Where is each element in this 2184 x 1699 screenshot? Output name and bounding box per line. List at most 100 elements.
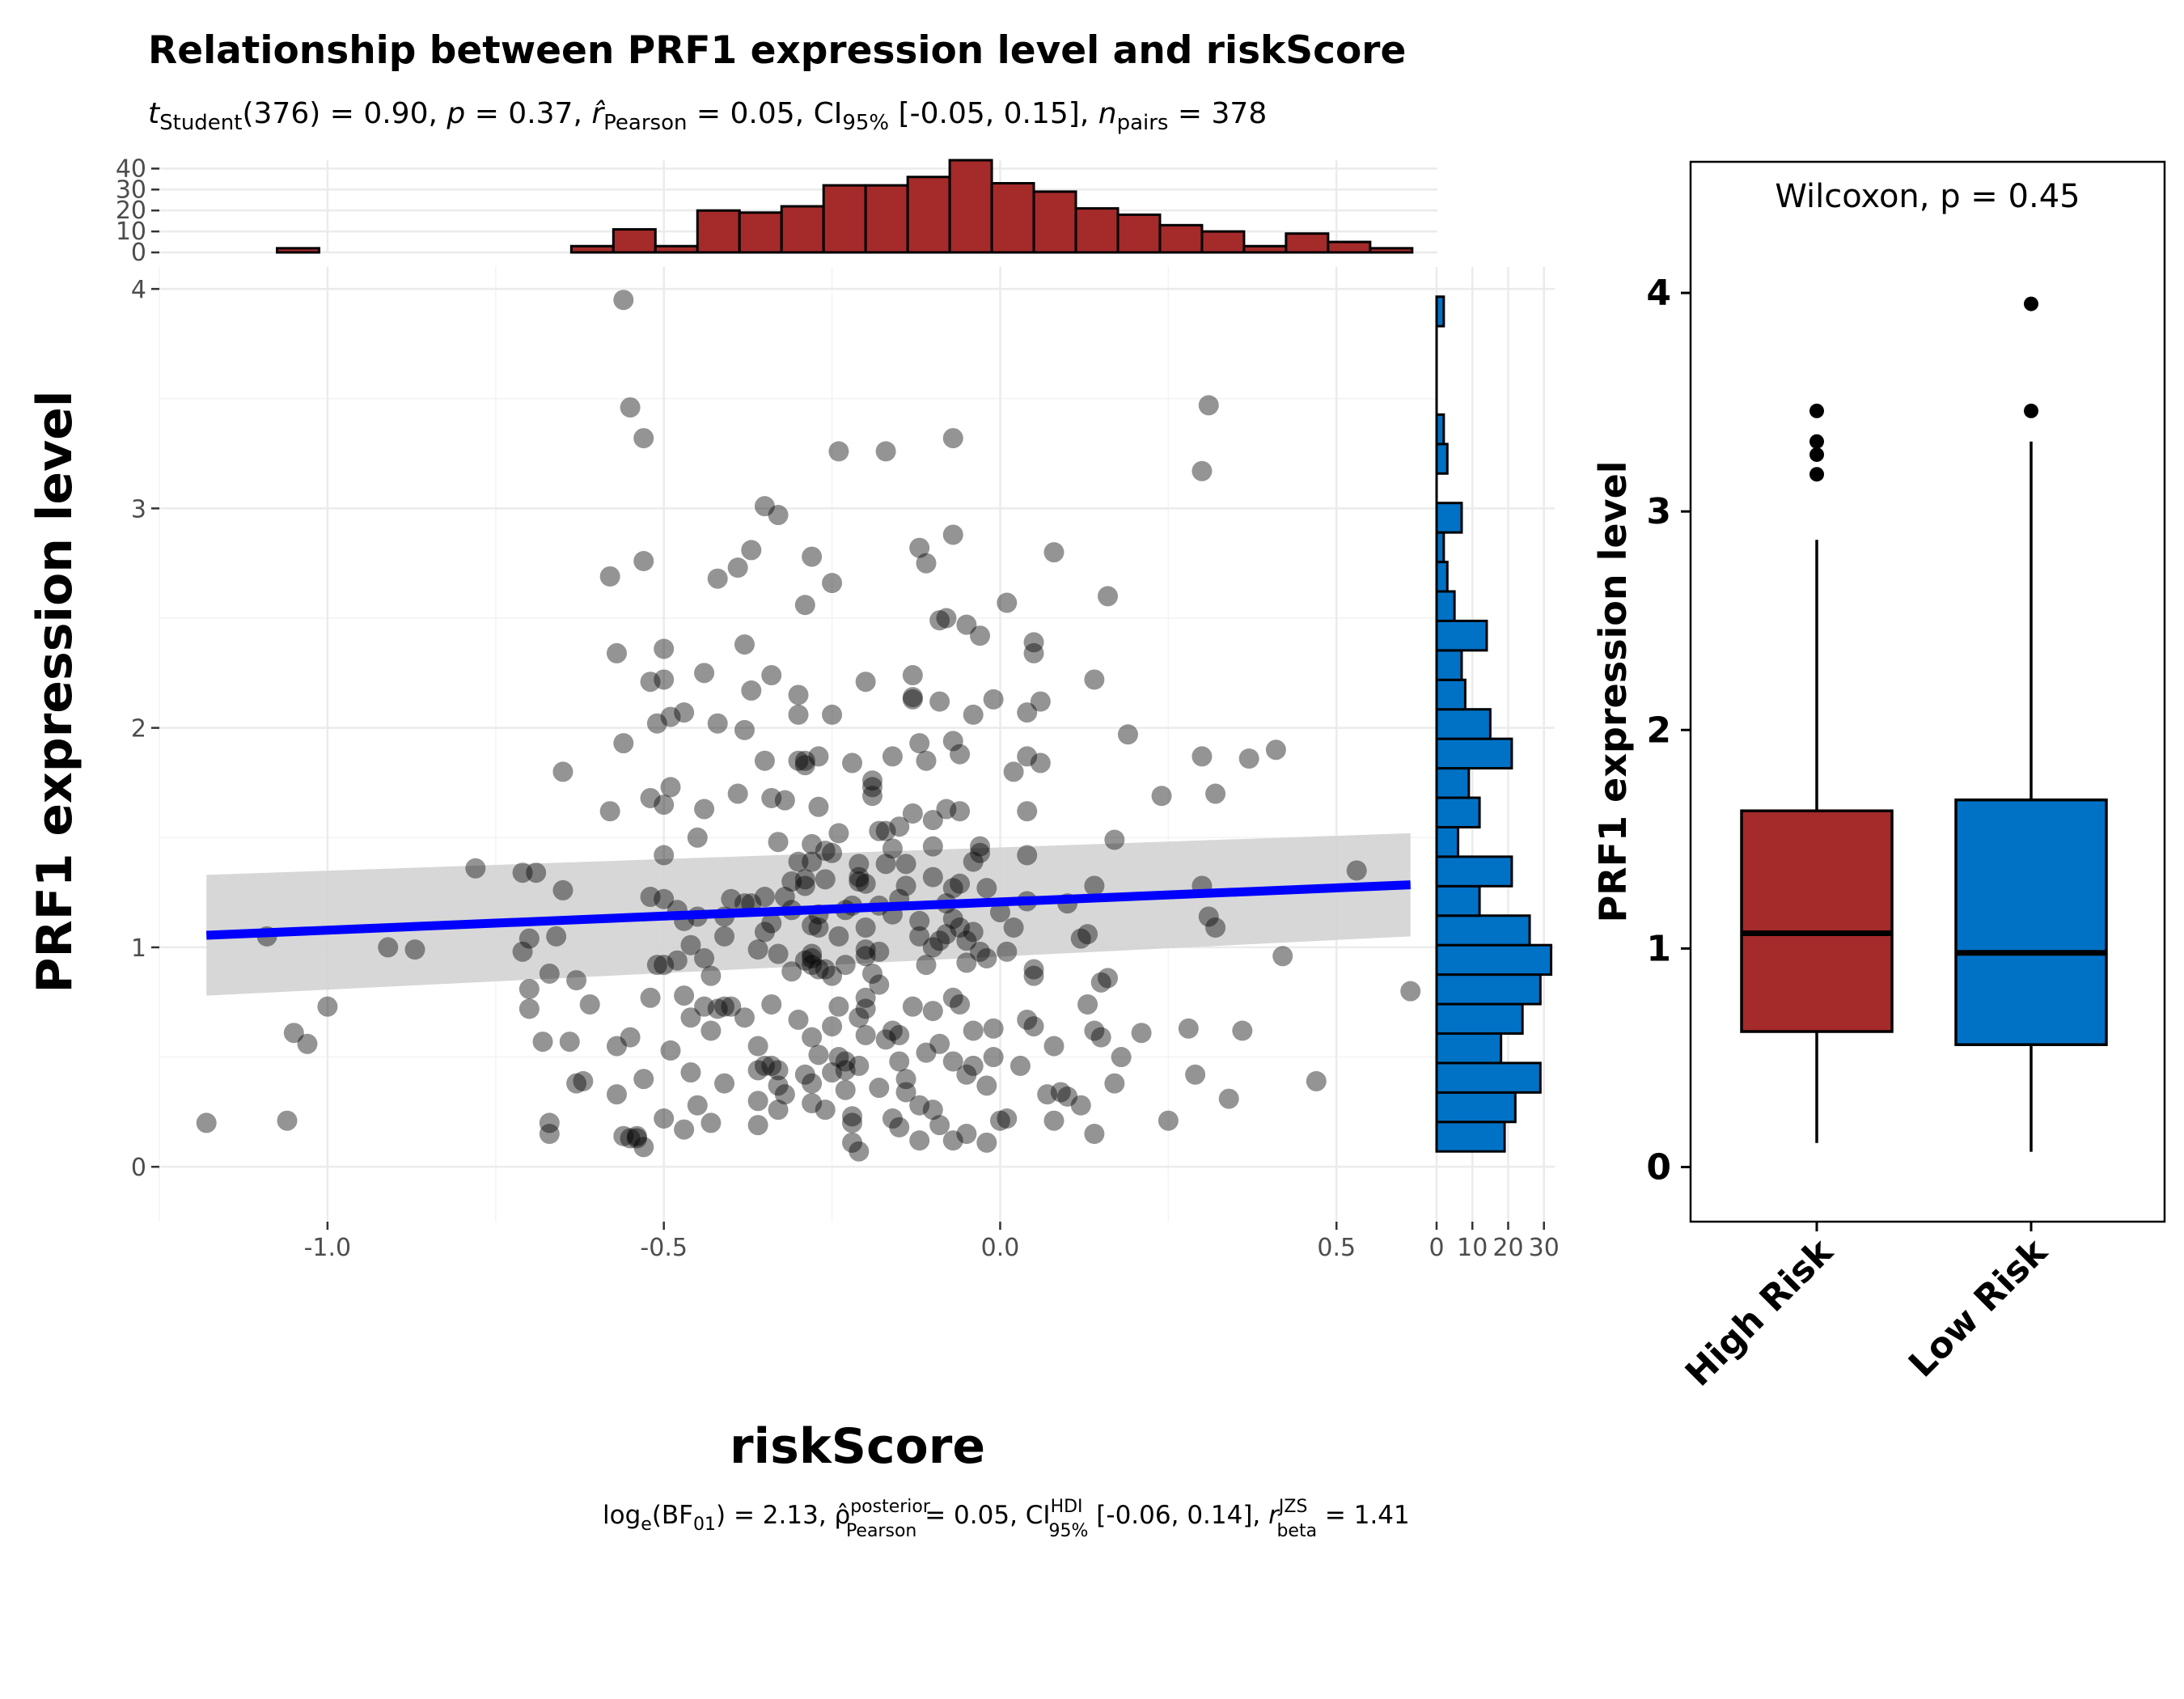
y-hist-bar [1435,531,1445,564]
x-hist-bar [276,247,320,254]
caption-rho: ρ̂ [835,1501,851,1530]
scatter-point [1104,829,1125,850]
scatter-point [1030,752,1051,773]
scatter-point [1057,1086,1078,1107]
box-iqr [1954,798,2108,1046]
scatter-point [747,1091,768,1112]
y-hist-bar [1435,943,1553,977]
scatter-point [573,1070,594,1091]
scatter-point [989,1110,1010,1131]
scatter-point [1090,1027,1111,1048]
scatter-point [808,796,829,817]
scatter-point [660,777,681,798]
scatter-point [794,869,815,890]
scatter-point [950,744,971,765]
scatter-point [1017,845,1038,866]
scatter-point [976,947,997,968]
scatter-point [909,537,930,558]
scatter-point [774,790,795,811]
scatter-point [929,930,950,951]
scatter-point [895,1082,916,1103]
scatter-point [687,1095,708,1116]
scatter-point [1084,875,1105,896]
scatter-point [861,963,882,984]
x-hist-bar [1200,230,1246,254]
scatter-point [546,926,567,947]
scatter-point [942,1130,963,1151]
y-hist-bar [1435,796,1481,828]
x-hist-bar [612,228,657,254]
scatter-point [1205,917,1226,938]
scatter-point [1151,786,1172,807]
scatter-point [654,669,675,690]
scatter-point [788,1009,809,1030]
scatter-point [747,1115,768,1136]
scatter-point [956,952,977,973]
scatter-point [963,851,984,872]
scatter-point [277,1110,298,1131]
scatter-point [1346,860,1367,881]
subtitle-ci-val: [-0.05, 0.15], [889,97,1098,130]
scatter-point [950,873,971,894]
caption-part6: = 1.41 [1317,1501,1410,1530]
x-hist-bar [1032,190,1077,254]
scatter-point [1023,642,1044,663]
scatter-point [970,842,991,863]
scatter-point [640,887,661,908]
scatter-point [788,851,809,872]
scatter-point [997,941,1018,962]
scatter-point [922,1099,943,1121]
scatter-point [929,1033,950,1054]
scatter-point [983,1018,1004,1039]
scatter-point [855,939,876,960]
wilcoxon-annotation: Wilcoxon, p = 0.45 [1775,178,2080,215]
scatter-point [788,704,809,725]
scatter-point [1198,906,1219,927]
y-hist-bar [1435,1032,1503,1065]
scatter-point [942,1051,963,1072]
scatter-point [727,557,748,578]
scatter-point [1023,959,1044,980]
scatter-point [620,1027,641,1048]
scatter-point [828,823,849,844]
scatter-point [889,1116,910,1138]
scatter-point [754,750,775,771]
scatter-point [768,943,789,964]
scatter-point [626,1128,647,1149]
scatter-point [1400,981,1421,1002]
scatter-point [855,1024,876,1045]
scatter-point [283,1023,304,1044]
scatter-point [922,810,943,831]
x-hist-bar [1242,244,1288,254]
caption-rho-sub: Pearson [846,1521,916,1541]
scatter-point [1084,1123,1105,1144]
caption-part5: [-0.06, 0.14], [1088,1501,1268,1530]
scatter-point [1017,1009,1038,1030]
x-hist-bar [864,184,909,254]
scatter-point [808,959,829,980]
scatter-point [822,965,843,986]
x-hist-bar [990,182,1035,254]
scatter-point [976,878,997,899]
scatter-point [916,955,937,976]
x-hist-tick-label: 30 [116,176,146,204]
scatter-point [700,1112,722,1133]
scatter-point [942,524,963,545]
scatter-point [956,1123,977,1144]
scatter-point [855,998,876,1019]
scatter-point [956,1064,977,1085]
scatter-point [794,1064,815,1085]
scatter-point [828,1047,849,1068]
scatter-point [1043,542,1064,563]
scatter-point [936,924,957,945]
x-tick-label: -0.5 [640,1234,688,1262]
subtitle-p-val: = 0.37, [465,97,591,130]
scatter-point [1232,1020,1253,1041]
scatter-point [714,926,735,947]
scatter-point [909,1095,930,1116]
scatter-point [794,950,815,971]
box-outlier-point [1809,447,1824,462]
scatter-point [822,1016,843,1037]
caption-part2: (BF [652,1501,693,1530]
scatter-point [518,998,540,1019]
